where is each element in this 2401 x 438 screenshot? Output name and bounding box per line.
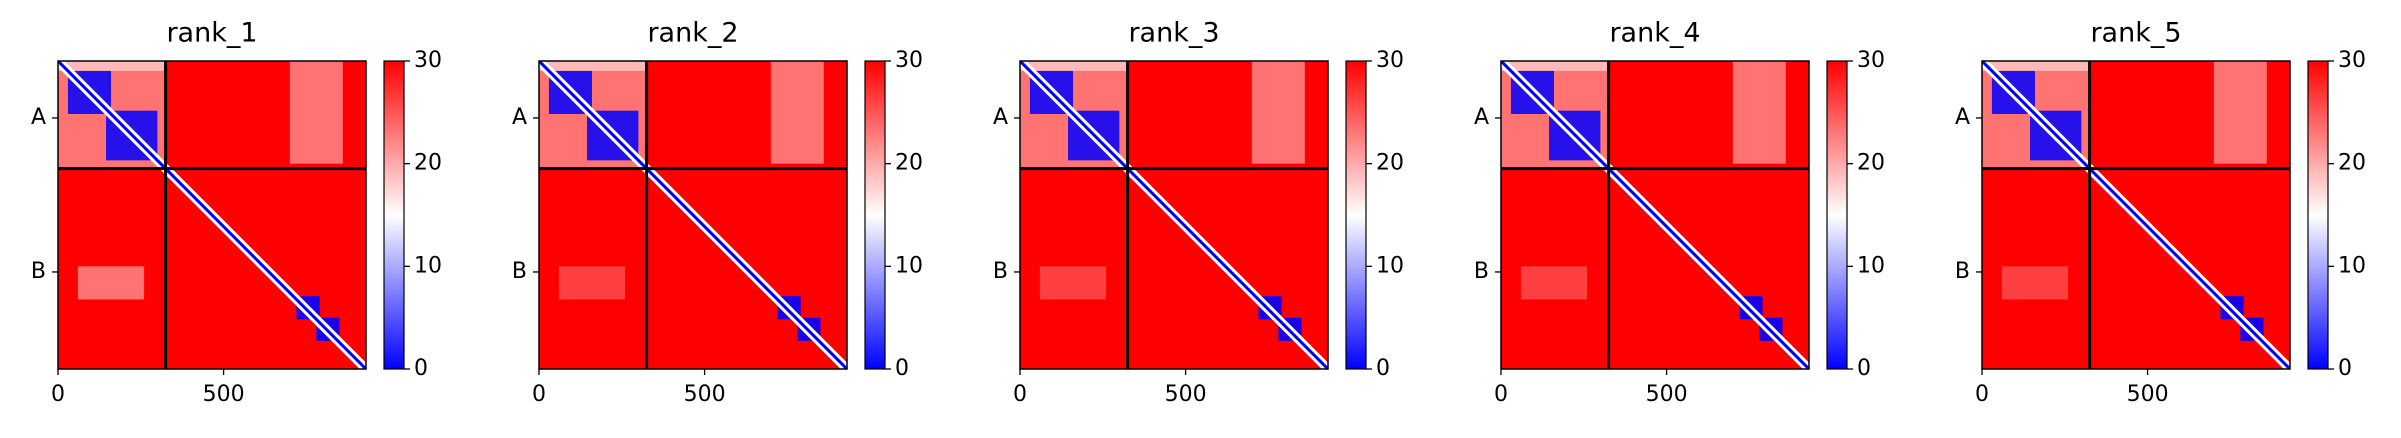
colorbar-tick-label: 0: [2338, 356, 2352, 381]
y-tick-label: A: [31, 105, 46, 130]
colorbar-tick-label: 30: [414, 48, 442, 73]
y-tick-label: B: [31, 259, 46, 284]
y-tick-label: A: [512, 105, 527, 130]
panel-title: rank_1: [166, 18, 257, 49]
colorbar-fill: [1345, 60, 1367, 370]
plot-frame: [1981, 60, 2291, 370]
plot-frame: [538, 60, 848, 370]
x-tick-label: 0: [1494, 382, 1508, 407]
plot-frame: [1019, 60, 1329, 370]
colorbar-tick-label: 10: [1376, 253, 1404, 278]
colorbar-tick-label: 10: [2338, 253, 2366, 278]
plot-frame: [1500, 60, 1810, 370]
y-tick-label: A: [1955, 105, 1970, 130]
x-tick-label: 500: [203, 382, 245, 407]
colorbar: 0 10 20 30: [383, 48, 442, 381]
colorbar-fill: [2307, 60, 2329, 370]
panel: rank_1 0 500 A B 0 10 20 30: [31, 18, 442, 408]
x-tick-label: 500: [1165, 382, 1207, 407]
colorbar-tick-label: 20: [895, 151, 923, 176]
heatmap: [1020, 61, 1328, 369]
colorbar-tick-label: 30: [895, 48, 923, 73]
colorbar-tick-label: 20: [414, 151, 442, 176]
heatmap: [58, 61, 366, 369]
y-tick-label: A: [993, 105, 1008, 130]
colorbar-tick-label: 10: [895, 253, 923, 278]
panel-title: rank_3: [1128, 18, 1219, 49]
colorbar: 0 10 20 30: [1345, 48, 1404, 381]
heatmap: [1982, 61, 2290, 369]
y-tick-label: B: [1474, 259, 1489, 284]
panel-title: rank_5: [2090, 18, 2181, 49]
x-tick-label: 0: [1975, 382, 1989, 407]
colorbar-tick-label: 20: [1857, 151, 1885, 176]
colorbar-tick-label: 0: [1376, 356, 1390, 381]
colorbar-tick-label: 30: [1857, 48, 1885, 73]
colorbar: 0 10 20 30: [2307, 48, 2366, 381]
colorbar-tick-label: 10: [414, 253, 442, 278]
y-tick-label: B: [512, 259, 527, 284]
x-tick-label: 0: [51, 382, 65, 407]
colorbar-tick-label: 0: [895, 356, 909, 381]
heatmap: [1501, 61, 1809, 369]
colorbar: 0 10 20 30: [1826, 48, 1885, 381]
colorbar-tick-label: 20: [2338, 151, 2366, 176]
x-tick-label: 0: [1013, 382, 1027, 407]
plot-frame: [57, 60, 367, 370]
y-tick-label: B: [993, 259, 1008, 284]
panel: rank_5 0 500 A B 0 10 20 30: [1955, 18, 2366, 408]
colorbar-fill: [383, 60, 405, 370]
colorbar-tick-label: 10: [1857, 253, 1885, 278]
colorbar-tick-label: 0: [1857, 356, 1871, 381]
y-tick-label: B: [1955, 259, 1970, 284]
panel: rank_2 0 500 A B 0 10 20 30: [512, 18, 923, 408]
colorbar-tick-label: 20: [1376, 151, 1404, 176]
x-tick-label: 500: [2127, 382, 2169, 407]
colorbar-fill: [864, 60, 886, 370]
colorbar-fill: [1826, 60, 1848, 370]
y-tick-label: A: [1474, 105, 1489, 130]
colorbar-tick-label: 30: [1376, 48, 1404, 73]
panel-title: rank_4: [1609, 18, 1700, 49]
x-tick-label: 500: [684, 382, 726, 407]
colorbar-tick-label: 0: [414, 356, 428, 381]
colorbar: 0 10 20 30: [864, 48, 923, 381]
panel: rank_4 0 500 A B 0 10 20 30: [1474, 18, 1885, 408]
panel: rank_3 0 500 A B 0 10 20 30: [993, 18, 1404, 408]
x-tick-label: 0: [532, 382, 546, 407]
heatmap: [539, 61, 847, 369]
colorbar-tick-label: 30: [2338, 48, 2366, 73]
x-tick-label: 500: [1646, 382, 1688, 407]
panel-title: rank_2: [647, 18, 738, 49]
